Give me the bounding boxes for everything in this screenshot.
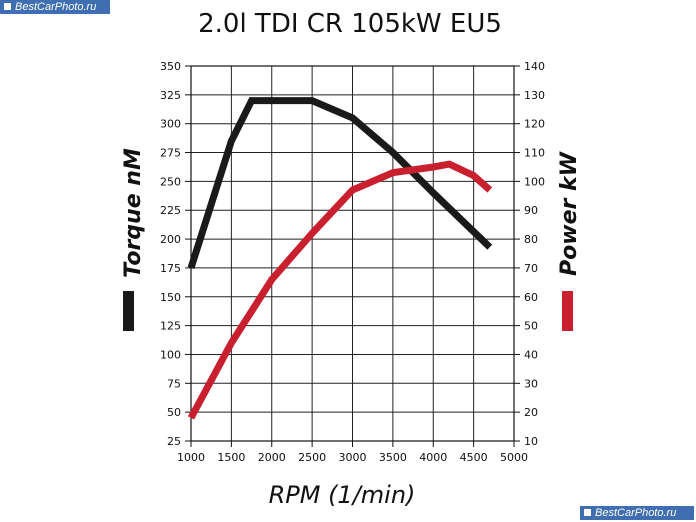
x-tick-label: 2500	[298, 451, 326, 464]
y-right-tick-label: 100	[524, 175, 545, 188]
y-right-tick-label: 10	[524, 435, 538, 448]
y-left-tick-label: 100	[160, 348, 181, 361]
y-left-tick-label: 150	[160, 291, 181, 304]
y-left-tick-label: 175	[160, 262, 181, 275]
y-left-tick-label: 75	[167, 377, 181, 390]
y-right-tick-label: 40	[524, 348, 538, 361]
x-tick-label: 5000	[500, 451, 528, 464]
y-right-tick-label: 70	[524, 262, 538, 275]
chart: 2.0l TDI CR 105kW EU5 25 50 75 100 125 150 175…	[121, 9, 582, 506]
y-left-tick-label: 25	[167, 435, 181, 448]
y-left-tick-label: 325	[160, 89, 181, 102]
y-right-tick-label: 140	[524, 60, 545, 73]
x-tick-label: 2000	[258, 451, 286, 464]
watermark-bottom-text: BestCarPhoto.ru	[595, 507, 677, 519]
y-left-tick-label: 300	[160, 118, 181, 131]
x-tick-label: 1000	[177, 451, 205, 464]
series-line-torque-nm	[187, 97, 493, 269]
x-tick-label: 1500	[217, 451, 245, 464]
y-left-tick-label: 50	[167, 406, 181, 419]
y-right-tick-label: 120	[524, 118, 545, 131]
y-right-tick-label: 80	[524, 233, 538, 246]
y-label-right: Power kW	[557, 150, 582, 276]
y-right-tick-label: 20	[524, 406, 538, 419]
watermark-bottom: BestCarPhoto.ru	[580, 506, 694, 520]
y-right-tick-label: 130	[524, 89, 545, 102]
y-left-tick-label: 250	[160, 175, 181, 188]
y-right-tick-label: 110	[524, 147, 545, 160]
y-left-tick-label: 275	[160, 147, 181, 160]
legend-power-swatch	[562, 291, 573, 331]
y-left-tick-label: 200	[160, 233, 181, 246]
watermark-square-icon	[584, 509, 591, 516]
x-axis: 1000 1500 2000 2500 3000 3500 4000 4500 5000	[177, 441, 528, 464]
watermark-top-text: BestCarPhoto.ru	[15, 1, 97, 13]
y-right-tick-label: 60	[524, 291, 538, 304]
x-tick-label: 3500	[379, 451, 407, 464]
y-left-tick-label: 350	[160, 60, 181, 73]
y-label-left-group: Torque nM	[121, 148, 146, 278]
y-axis-right: 10 20 30 40 50 60 70 80 90 100 110 120 130 140	[514, 60, 545, 448]
y-label-right-group: Power kW	[557, 150, 582, 276]
y-left-tick-label: 125	[160, 320, 181, 333]
y-axis-left: 25 50 75 100 125 150 175 200 225 250 275 300 325 350	[160, 60, 191, 448]
y-label-left: Torque nM	[121, 148, 146, 278]
watermark-top: BestCarPhoto.ru	[0, 0, 110, 14]
x-tick-label: 3000	[339, 451, 367, 464]
chart-title: 2.0l TDI CR 105kW EU5	[198, 9, 502, 39]
legend-torque-swatch	[123, 291, 134, 331]
x-tick-label: 4500	[460, 451, 488, 464]
y-right-tick-label: 50	[524, 320, 538, 333]
series-line-power-kw	[187, 160, 493, 420]
watermark-square-icon	[4, 3, 11, 10]
y-right-tick-label: 90	[524, 204, 538, 217]
x-label: RPM (1/min)	[269, 481, 416, 506]
y-right-tick-label: 30	[524, 377, 538, 390]
y-left-tick-label: 225	[160, 204, 181, 217]
x-tick-label: 4000	[419, 451, 447, 464]
series-group	[187, 97, 493, 420]
